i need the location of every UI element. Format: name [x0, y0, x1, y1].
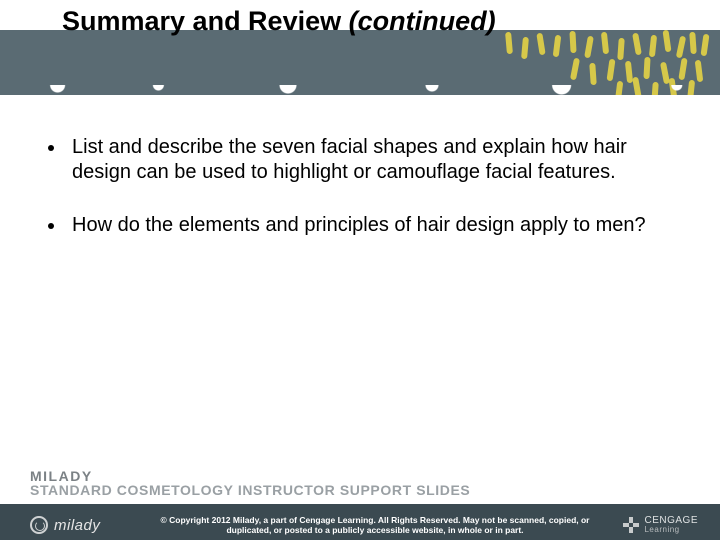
title-main: Summary and Review [62, 6, 349, 36]
milady-logo-text: milady [54, 517, 100, 534]
content-area: List and describe the seven facial shape… [48, 135, 672, 266]
cengage-logo: CENGAGE Learning [623, 516, 698, 534]
footer-brand: MILADY [30, 469, 470, 484]
footer-title-block: MILADY STANDARD COSMETOLOGY INSTRUCTOR S… [30, 469, 470, 498]
bullet-dot-icon [48, 145, 54, 151]
header-tear-edge [0, 95, 720, 113]
footer-bar: milady © Copyright 2012 Milady, a part o… [0, 504, 720, 540]
slide-title: Summary and Review (continued) [62, 6, 496, 37]
swirl-icon [30, 516, 48, 534]
bullet-text: How do the elements and principles of ha… [72, 213, 672, 238]
bullet-dot-icon [48, 223, 54, 229]
bullet-text: List and describe the seven facial shape… [72, 135, 672, 185]
title-continued: (continued) [349, 6, 496, 36]
cengage-mark-icon [623, 517, 639, 533]
slide: Summary and Review (continued) List and … [0, 0, 720, 540]
bullet-item: List and describe the seven facial shape… [48, 135, 672, 185]
footer-subtitle: STANDARD COSMETOLOGY INSTRUCTOR SUPPORT … [30, 483, 470, 498]
copyright-text: © Copyright 2012 Milady, a part of Cenga… [150, 515, 600, 536]
bullet-item: How do the elements and principles of ha… [48, 213, 672, 238]
cengage-text: CENGAGE Learning [644, 516, 698, 534]
cengage-line2: Learning [644, 526, 698, 534]
footer: MILADY STANDARD COSMETOLOGY INSTRUCTOR S… [0, 458, 720, 540]
milady-logo: milady [30, 516, 100, 534]
